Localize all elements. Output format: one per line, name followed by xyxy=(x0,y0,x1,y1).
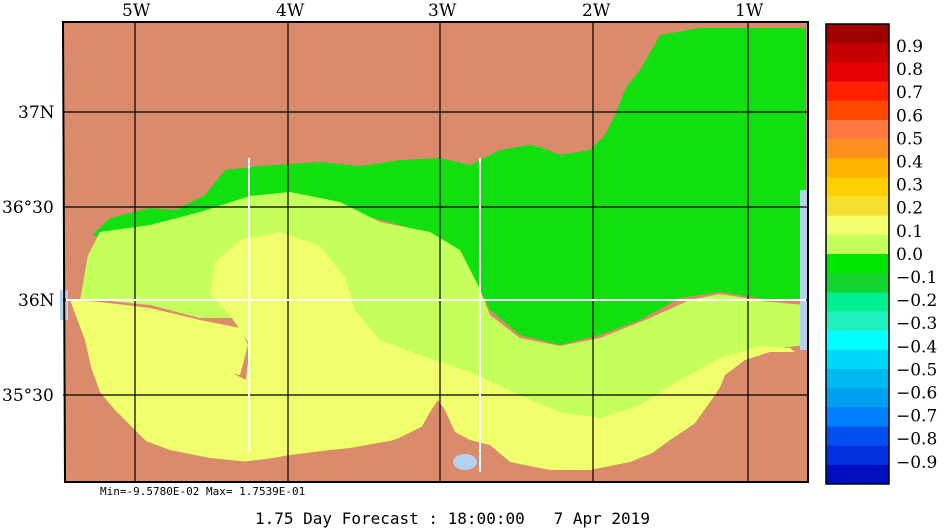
colorbar-swatch-9 xyxy=(826,196,889,217)
lon-label-5w: 5W xyxy=(122,1,151,21)
east-edge-water xyxy=(800,190,808,350)
colorbar-swatch-3 xyxy=(826,81,889,102)
sea-level-region-yellow xyxy=(70,232,795,470)
lat-label-36n: 36N xyxy=(18,291,55,311)
colorbar xyxy=(826,24,889,485)
colorbar-swatch-12 xyxy=(826,254,889,274)
colorbar-label-18: −0.9 xyxy=(896,453,937,473)
latitude-labels: 37N 36°30 36N 35°30 xyxy=(2,103,55,406)
colorbar-swatch-14 xyxy=(826,292,889,312)
colorbar-label-10: −0.1 xyxy=(896,268,937,288)
colorbar-label-1: 0.8 xyxy=(896,60,923,80)
colorbar-label-11: −0.2 xyxy=(896,291,937,311)
lat-label-35-30n: 35°30 xyxy=(2,386,54,406)
colorbar-label-16: −0.7 xyxy=(896,407,937,427)
colorbar-swatch-18 xyxy=(826,369,889,389)
colorbar-swatch-4 xyxy=(826,100,889,121)
lon-label-2w: 2W xyxy=(582,1,611,21)
mar-chica-lagoon xyxy=(453,454,477,470)
map-panel xyxy=(60,21,809,483)
colorbar-label-5: 0.4 xyxy=(896,153,923,173)
lat-label-36-30n: 36°30 xyxy=(2,198,54,218)
colorbar-swatch-20 xyxy=(826,407,889,427)
colorbar-label-3: 0.6 xyxy=(896,106,923,126)
sea-level-region-green xyxy=(92,28,806,345)
colorbar-label-7: 0.2 xyxy=(896,199,923,219)
longitude-labels: 5W 4W 3W 2W 1W xyxy=(122,1,764,21)
colorbar-swatch-2 xyxy=(826,62,889,82)
colorbar-swatch-13 xyxy=(826,273,889,293)
colorbar-frame xyxy=(825,23,890,485)
colorbar-swatch-5 xyxy=(826,119,889,140)
colorbar-swatch-11 xyxy=(826,234,889,255)
colorbar-label-0: 0.9 xyxy=(896,37,923,57)
colorbar-swatch-16 xyxy=(826,330,889,351)
forecast-caption: 1.75 Day Forecast : 18:00:00 7 Apr 2019 xyxy=(255,509,650,528)
colorbar-swatch-10 xyxy=(826,215,889,236)
colorbar-swatch-21 xyxy=(826,426,889,447)
graticule xyxy=(63,22,808,482)
colorbar-swatch-6 xyxy=(826,139,889,159)
colorbar-labels: 0.9 0.8 0.7 0.6 0.5 0.4 0.3 0.2 0.1 0.0 −0.1 −0.2 −0… xyxy=(896,37,937,473)
colorbar-swatch-17 xyxy=(826,349,889,370)
lat-label-37n: 37N xyxy=(18,103,55,123)
colorbar-swatch-8 xyxy=(826,177,889,197)
colorbar-label-4: 0.5 xyxy=(896,129,923,149)
colorbar-swatch-7 xyxy=(826,158,889,178)
lon-label-1w: 1W xyxy=(735,1,764,21)
colorbar-label-17: −0.8 xyxy=(896,430,937,450)
colorbar-label-15: −0.6 xyxy=(896,384,937,404)
colorbar-swatch-1 xyxy=(826,43,889,63)
iberian-coast xyxy=(63,22,660,300)
colorbar-swatch-22 xyxy=(826,445,889,466)
colorbar-swatch-23 xyxy=(826,464,889,485)
map-frame xyxy=(61,21,809,483)
lon-label-3w: 3W xyxy=(428,1,457,21)
colorbar-label-9: 0.0 xyxy=(896,245,923,265)
lon-label-4w: 4W xyxy=(276,1,305,21)
colorbar-label-12: −0.3 xyxy=(896,314,937,334)
colorbar-swatch-19 xyxy=(826,388,889,408)
min-max-stats: Min=-9.5780E-02 Max= 1.7539E-01 xyxy=(100,485,306,498)
colorbar-label-8: 0.1 xyxy=(896,222,923,242)
colorbar-label-2: 0.7 xyxy=(896,83,923,103)
colorbar-label-13: −0.4 xyxy=(896,337,937,357)
colorbar-label-14: −0.5 xyxy=(896,360,937,380)
colorbar-swatch-15 xyxy=(826,311,889,332)
colorbar-label-6: 0.3 xyxy=(896,176,923,196)
north-africa-coast xyxy=(65,330,808,482)
colorbar-swatch-0 xyxy=(826,24,889,44)
